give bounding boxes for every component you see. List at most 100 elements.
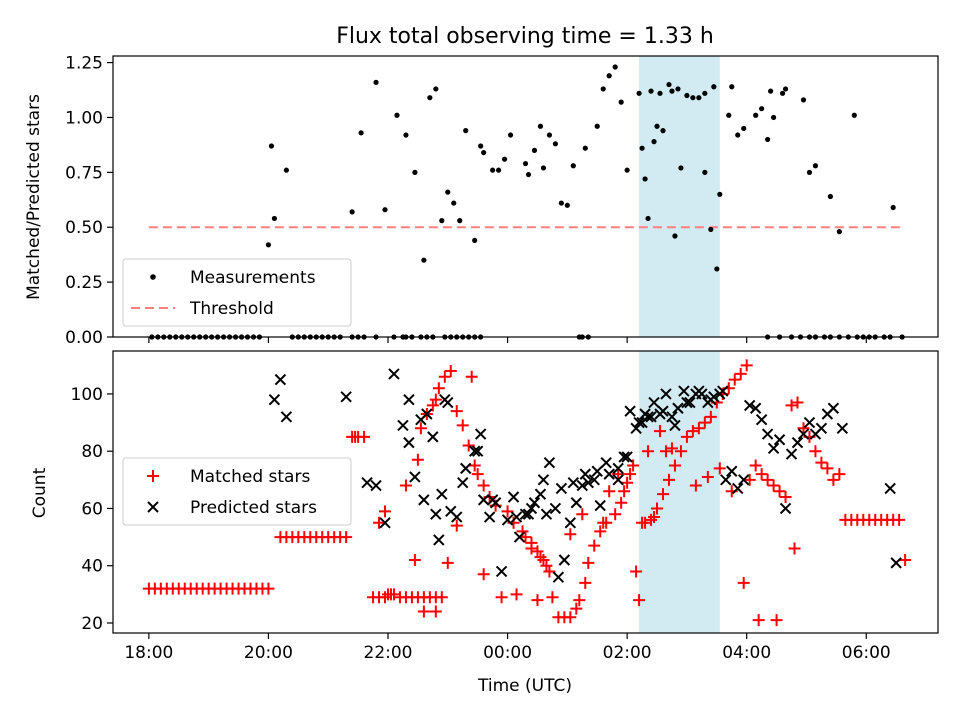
predicted-star-point bbox=[543, 456, 556, 469]
measurement-point bbox=[522, 160, 529, 167]
predicted-star-point bbox=[645, 411, 657, 423]
measurement-point bbox=[702, 90, 708, 96]
measurement-point bbox=[660, 128, 666, 134]
measurement-point bbox=[427, 95, 433, 101]
top-legend: Measurements Threshold bbox=[122, 258, 352, 327]
matched-star-point bbox=[603, 485, 616, 498]
matched-star-point bbox=[429, 393, 442, 406]
predicted-star-point bbox=[594, 499, 606, 512]
y-tick-label: 40 bbox=[81, 557, 103, 577]
predicted-star-point bbox=[403, 393, 415, 406]
measurement-point bbox=[636, 90, 642, 96]
matched-star-point bbox=[680, 430, 693, 443]
chart-title: Flux total observing time = 1.33 h bbox=[336, 24, 714, 49]
measurement-point bbox=[672, 233, 678, 239]
predicted-star-point bbox=[457, 476, 469, 489]
predicted-star-point bbox=[460, 462, 472, 475]
bottom-axes-frame bbox=[112, 350, 939, 634]
predicted-star-point bbox=[603, 468, 615, 480]
measurement-point bbox=[349, 209, 355, 215]
predicted-star-point bbox=[361, 476, 373, 489]
measurement-point bbox=[495, 167, 502, 173]
predicted-star-point bbox=[612, 474, 624, 486]
matched-star-point bbox=[379, 591, 392, 604]
measurement-point bbox=[768, 88, 774, 94]
matched-star-point bbox=[525, 542, 538, 555]
predicted-star-point bbox=[591, 465, 603, 477]
predicted-star-point bbox=[555, 482, 568, 495]
predicted-star-point bbox=[436, 488, 448, 500]
measurement-point bbox=[606, 73, 612, 79]
bottom-span bbox=[639, 351, 720, 633]
predicted-star-point bbox=[827, 402, 840, 414]
matched-star-point bbox=[779, 491, 792, 504]
matched-star-point bbox=[689, 479, 702, 492]
predicted-star-point bbox=[534, 488, 547, 500]
measurement-point bbox=[702, 169, 708, 175]
measurement-point bbox=[457, 218, 463, 224]
measurement-point bbox=[654, 123, 660, 129]
predicted-star-point bbox=[588, 474, 600, 486]
matched-star-point bbox=[609, 508, 622, 521]
matched-star-point bbox=[573, 594, 586, 607]
measurement-point bbox=[373, 79, 379, 85]
matched-star-point bbox=[618, 485, 631, 498]
legend-predicted-marker bbox=[147, 501, 159, 513]
measurement-point bbox=[265, 242, 272, 248]
predicted-star-point bbox=[483, 511, 496, 523]
matched-star-point bbox=[379, 505, 392, 518]
predicted-star-point bbox=[513, 531, 526, 543]
measurement-point bbox=[624, 167, 630, 173]
matched-star-point bbox=[791, 396, 804, 409]
measurement-point bbox=[445, 189, 451, 195]
predicted-star-point bbox=[495, 565, 508, 578]
predicted-star-point bbox=[612, 462, 624, 475]
y-tick-label: 1.25 bbox=[65, 54, 103, 74]
matched-star-point bbox=[674, 445, 687, 458]
predicted-star-point bbox=[621, 451, 633, 463]
count-points bbox=[142, 359, 912, 627]
matched-star-point bbox=[519, 531, 532, 544]
matched-star-point bbox=[654, 425, 667, 438]
bottom-legend: Matched stars Predicted stars bbox=[122, 457, 352, 526]
predicted-star-point bbox=[720, 474, 732, 486]
matched-star-point bbox=[624, 468, 637, 481]
measurement-point bbox=[433, 86, 439, 92]
predicted-star-point bbox=[648, 396, 660, 409]
measurement-point bbox=[612, 64, 618, 70]
top-span bbox=[639, 56, 720, 337]
matched-star-point bbox=[468, 459, 481, 472]
measurement-point bbox=[481, 149, 487, 156]
matched-star-point bbox=[767, 479, 780, 492]
measurement-point bbox=[531, 147, 538, 153]
predicted-star-point bbox=[280, 411, 293, 423]
matched-star-point bbox=[358, 430, 371, 443]
predicted-star-point bbox=[639, 408, 651, 420]
measurement-point bbox=[507, 132, 514, 138]
predicted-star-point bbox=[477, 494, 490, 506]
bottom-y-axis-label: Count bbox=[30, 467, 50, 518]
top-y-axis-label: Matched/Predicted stars bbox=[24, 94, 44, 300]
measurement-point bbox=[812, 163, 819, 169]
measurement-point bbox=[472, 237, 478, 244]
measurement-point bbox=[594, 123, 600, 129]
predicted-star-point bbox=[884, 482, 896, 495]
matched-star-point bbox=[701, 470, 714, 483]
matched-star-point bbox=[582, 556, 595, 569]
predicted-star-point bbox=[430, 508, 442, 520]
matched-star-point bbox=[698, 416, 711, 429]
matched-star-point bbox=[537, 553, 550, 566]
predicted-star-point bbox=[582, 476, 594, 489]
measurement-point bbox=[765, 136, 771, 143]
predicted-star-point bbox=[755, 414, 768, 426]
matched-star-point bbox=[740, 359, 753, 372]
measurement-point bbox=[490, 167, 496, 173]
predicted-star-point bbox=[732, 482, 744, 495]
predicted-star-point bbox=[564, 517, 577, 529]
measurement-point bbox=[696, 95, 702, 101]
matched-star-point bbox=[441, 556, 454, 569]
x-tick-label: 22:00 bbox=[364, 643, 413, 663]
top-x-ticks bbox=[148, 337, 867, 343]
matched-star-point bbox=[495, 591, 508, 604]
